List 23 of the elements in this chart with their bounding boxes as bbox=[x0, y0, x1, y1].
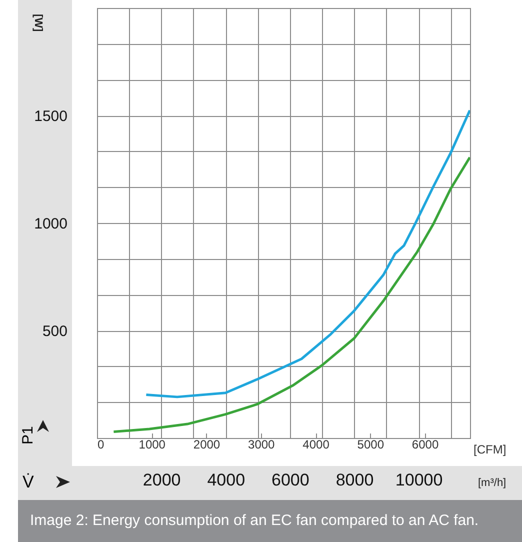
text: [m³/h] bbox=[478, 477, 506, 489]
x-tick-label: 10000 bbox=[395, 470, 443, 490]
x2-tick-label: 4000 bbox=[302, 438, 330, 452]
x2-tick-label: 5000 bbox=[357, 438, 384, 452]
x-tick-label: 8000 bbox=[336, 470, 374, 490]
y-tick-label: 1000 bbox=[34, 216, 68, 232]
x2-tick-label: 3000 bbox=[248, 438, 276, 452]
x2-tick-label: 6000 bbox=[412, 438, 439, 452]
x2-axis-title: [CFM] bbox=[474, 442, 506, 456]
text: Image 2: Energy consumption of an EC fan compared to an AC fan. bbox=[18, 500, 522, 542]
x-tick-label: 4000 bbox=[207, 470, 246, 490]
y-tick-label: 1500 bbox=[34, 108, 68, 125]
x2-tick-label: 2000 bbox=[193, 438, 220, 452]
x-tick-label: 2000 bbox=[142, 470, 181, 490]
y-tick-label: 500 bbox=[42, 323, 68, 340]
y-axis-title: P1 bbox=[20, 426, 36, 444]
text: [W] bbox=[32, 14, 44, 32]
x2-tick-label: 1000 bbox=[138, 438, 166, 452]
line-series bbox=[112, 156, 470, 434]
x-tick-label: 6000 bbox=[272, 470, 310, 490]
x-axis-title: V̇ bbox=[22, 472, 34, 492]
x2-tick-label: 0 bbox=[98, 438, 104, 452]
line-series bbox=[144, 109, 470, 398]
